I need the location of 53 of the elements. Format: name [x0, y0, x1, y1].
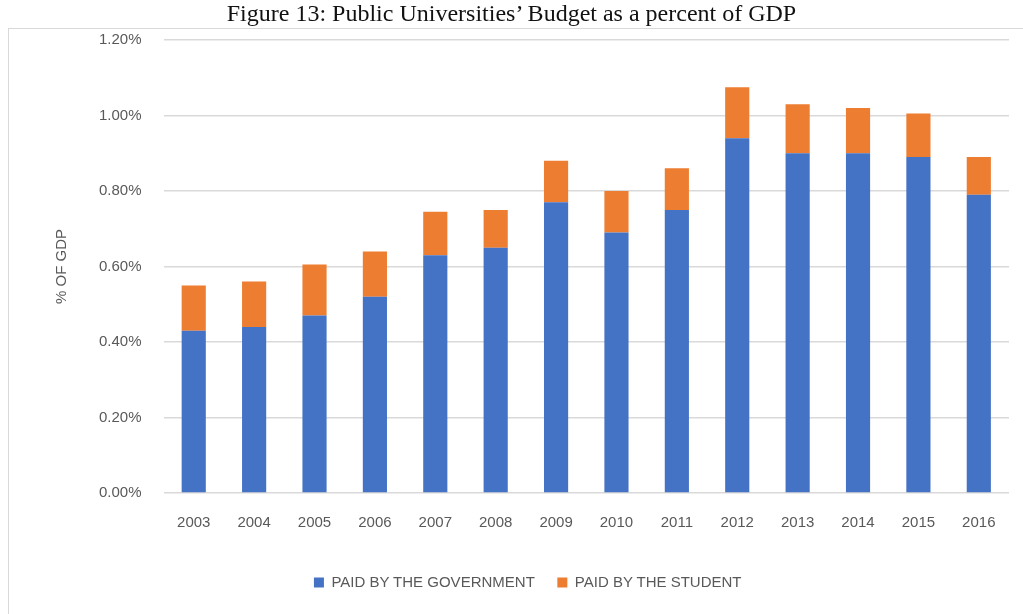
x-tick-label: 2003 [177, 513, 211, 531]
bar [362, 251, 387, 297]
bar [181, 285, 206, 331]
x-tick-label: 2005 [297, 513, 332, 531]
y-tick-label: 1.20% [98, 30, 142, 48]
bar [845, 153, 871, 493]
x-tick-label: 2015 [901, 513, 936, 531]
bar [785, 153, 810, 493]
y-axis-title: % OF GDP [52, 228, 70, 305]
bar [725, 87, 750, 139]
bar [604, 191, 629, 233]
bar [906, 113, 931, 158]
x-tick-label: 2012 [720, 513, 754, 531]
x-tick-label: 2009 [539, 513, 573, 531]
y-tick-label: 0.60% [98, 256, 142, 274]
bar [483, 247, 508, 493]
x-tick-label: 2006 [358, 513, 392, 531]
bar [302, 315, 327, 493]
y-tick-label: 0.80% [98, 181, 142, 199]
bar [604, 232, 629, 493]
bar [664, 209, 689, 493]
x-tick-label: 2007 [418, 513, 452, 531]
bar [242, 326, 267, 493]
y-tick-label: 0.20% [98, 407, 142, 425]
legend-label: PAID BY THE GOVERNMENT [331, 572, 535, 590]
y-tick-label: 1.00% [98, 105, 142, 123]
bar [423, 211, 448, 256]
bar [181, 330, 206, 493]
legend-label: PAID BY THE STUDENT [574, 572, 742, 590]
chart-title: Figure 13: Public Universities’ Budget as a percent of GDP [225, 0, 798, 26]
bar [966, 194, 991, 493]
y-tick-label: 0.40% [98, 332, 142, 350]
bar [664, 168, 689, 210]
bar [543, 202, 569, 493]
bar [242, 281, 267, 327]
bar [362, 296, 387, 493]
y-tick-label: 0.00% [98, 483, 142, 501]
x-tick-label: 2014 [841, 513, 875, 531]
bar [966, 157, 991, 195]
x-tick-label: 2004 [237, 513, 271, 531]
bar [906, 157, 931, 493]
x-tick-label: 2008 [478, 513, 513, 531]
bar [543, 160, 569, 203]
x-tick-label: 2010 [599, 513, 634, 531]
x-tick-label: 2013 [780, 513, 815, 531]
bar [785, 104, 810, 154]
bar [845, 107, 871, 154]
bar [423, 255, 448, 493]
x-tick-label: 2011 [660, 513, 693, 531]
bar [302, 264, 327, 316]
bar [725, 138, 750, 493]
bar [483, 209, 508, 248]
x-tick-label: 2016 [962, 513, 996, 531]
